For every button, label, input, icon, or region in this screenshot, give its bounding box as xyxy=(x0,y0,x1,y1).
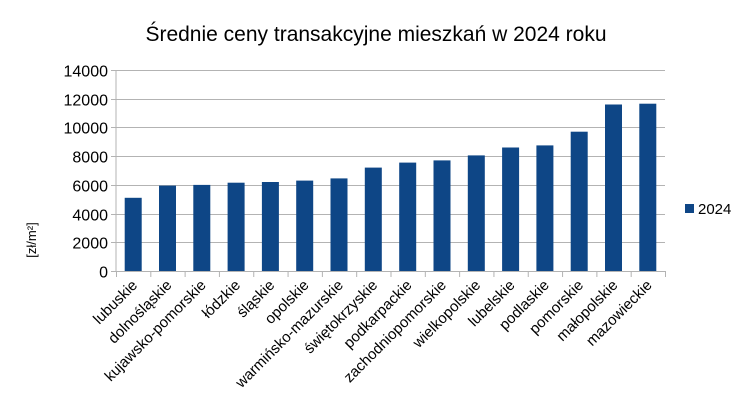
y-tick-label: 6000 xyxy=(72,179,108,196)
bar xyxy=(364,167,382,271)
bar xyxy=(433,160,451,271)
y-tick-label: 8000 xyxy=(72,150,108,167)
chart-title: Średnie ceny transakcyjne mieszkań w 202… xyxy=(145,22,606,46)
bar xyxy=(502,147,520,271)
y-axis-label: [zł/m²] xyxy=(24,222,39,257)
bars xyxy=(124,103,657,271)
legend: 2024 xyxy=(685,201,731,218)
bar xyxy=(570,131,588,271)
legend-swatch xyxy=(685,204,694,213)
legend-label: 2024 xyxy=(698,201,731,218)
bar xyxy=(296,180,314,271)
bar xyxy=(536,145,554,271)
bar xyxy=(467,155,485,271)
bar xyxy=(605,104,622,271)
bar xyxy=(639,103,657,271)
bar xyxy=(193,184,211,271)
y-tick-label: 0 xyxy=(99,265,108,282)
bar xyxy=(159,185,176,271)
y-tick-label: 10000 xyxy=(64,121,109,138)
y-tick-label: 2000 xyxy=(72,236,108,253)
bar xyxy=(330,178,348,271)
x-axis-ticks: lubuskiedolnośląskiekujawsko-pomorskiełó… xyxy=(90,271,666,392)
bar xyxy=(227,182,245,271)
bar xyxy=(124,197,142,271)
y-tick-label: 12000 xyxy=(64,93,109,110)
bar xyxy=(261,182,279,271)
bar xyxy=(399,162,417,271)
y-tick-label: 14000 xyxy=(64,64,109,81)
x-tick-label: łódzkie xyxy=(199,277,244,322)
y-tick-label: 4000 xyxy=(72,208,108,225)
y-axis-ticks: 0 2000 4000 6000 8000 10000 12000 14000 xyxy=(64,64,116,282)
